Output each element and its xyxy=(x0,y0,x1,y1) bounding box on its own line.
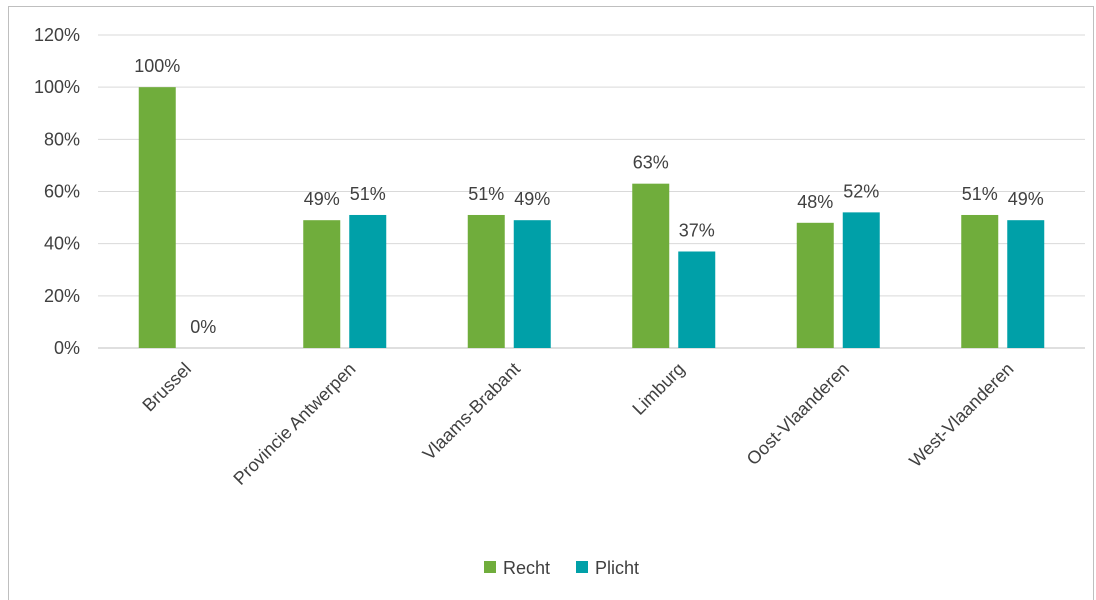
data-label: 100% xyxy=(134,56,180,76)
y-tick-label: 40% xyxy=(44,234,80,254)
x-tick-label: West-Vlaanderen xyxy=(905,359,1017,471)
data-label: 51% xyxy=(468,184,504,204)
bar-recht xyxy=(796,222,834,348)
data-label: 51% xyxy=(350,184,386,204)
y-tick-label: 60% xyxy=(44,182,80,202)
data-label: 49% xyxy=(304,189,340,209)
x-tick-label: Provincie Antwerpen xyxy=(229,359,359,489)
data-label: 49% xyxy=(1008,189,1044,209)
bar-plicht xyxy=(678,251,716,348)
y-tick-label: 20% xyxy=(44,286,80,306)
x-axis: Brussel Provincie Antwerpen Vlaams-Brabant… xyxy=(138,359,1017,489)
data-label: 52% xyxy=(843,181,879,201)
bar-plicht xyxy=(349,214,387,348)
bar-recht xyxy=(961,214,999,348)
x-tick-label: Vlaams-Brabant xyxy=(419,359,524,464)
data-label: 51% xyxy=(962,184,998,204)
bar-recht xyxy=(467,214,505,348)
data-label: 63% xyxy=(633,153,669,173)
x-tick-label: Brussel xyxy=(138,359,195,416)
legend-label: Recht xyxy=(503,558,550,578)
data-label: 49% xyxy=(514,189,550,209)
y-tick-label: 100% xyxy=(34,77,80,97)
x-tick-label: Limburg xyxy=(628,359,688,419)
data-label: 0% xyxy=(190,317,216,337)
legend-swatch xyxy=(576,561,588,573)
bar-plicht xyxy=(842,212,880,348)
bar-recht xyxy=(138,87,176,349)
y-tick-label: 0% xyxy=(54,338,80,358)
bars xyxy=(138,87,1045,349)
legend-swatch xyxy=(484,561,496,573)
y-tick-label: 80% xyxy=(44,129,80,149)
chart-frame xyxy=(8,6,1094,600)
grid-lines xyxy=(98,34,1085,349)
data-label: 37% xyxy=(679,220,715,240)
bar-recht xyxy=(303,220,341,348)
legend-label: Plicht xyxy=(595,558,639,578)
bar-plicht xyxy=(513,220,551,348)
y-tick-label: 120% xyxy=(34,25,80,45)
x-tick-label: Oost-Vlaanderen xyxy=(743,359,853,469)
data-label: 48% xyxy=(797,192,833,212)
data-labels: 100% 0% 49% 51% 51% 49% 63% 37% 48% 52% 51% 49% xyxy=(134,56,1044,337)
legend: Recht Plicht xyxy=(484,558,639,578)
bar-plicht xyxy=(1007,220,1045,348)
y-axis: 0% 20% 40% 60% 80% 100% 120% xyxy=(34,25,80,358)
bar-recht xyxy=(632,183,670,348)
